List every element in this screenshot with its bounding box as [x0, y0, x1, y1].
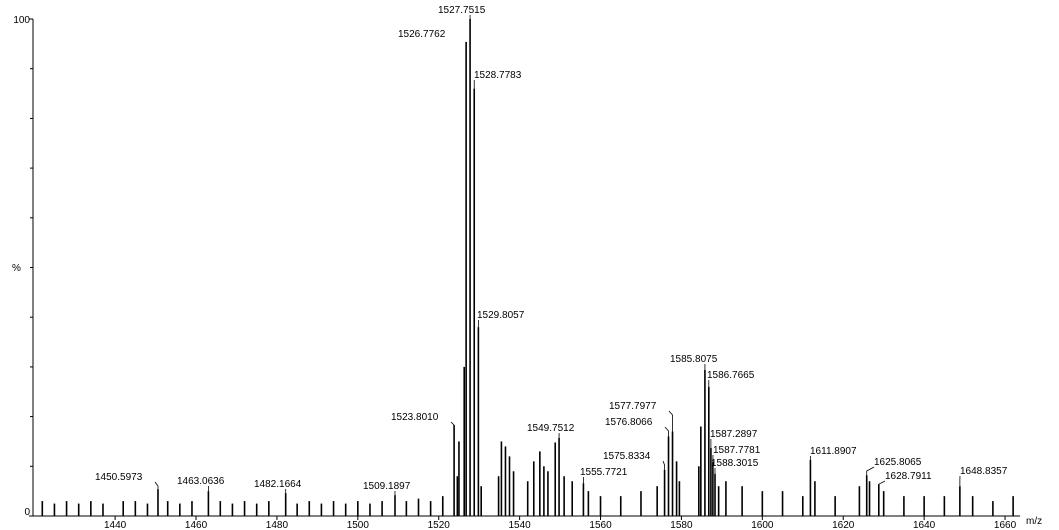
- peak-label: 1588.3015: [711, 458, 759, 469]
- peak-label: 1529.8057: [477, 310, 525, 321]
- peak-label: 1586.7665: [707, 370, 755, 381]
- x-tick-label: 1440: [104, 520, 127, 530]
- label-leader: [154, 481, 159, 490]
- peak-label: 1549.7512: [527, 423, 575, 434]
- peak-label: 1523.8010: [391, 412, 439, 423]
- peak-label: 1527.7515: [438, 5, 486, 16]
- peak-label: 1648.8357: [960, 466, 1008, 477]
- peak-label: 1482.1664: [254, 479, 302, 490]
- peak-label: 1575.8334: [603, 451, 651, 462]
- label-leader: [662, 460, 665, 470]
- label-leader: [450, 421, 455, 426]
- peak-label: 1628.7911: [885, 471, 932, 482]
- x-tick-label: 1560: [589, 520, 612, 530]
- label-leader: [866, 466, 875, 476]
- peak-label: 1450.5973: [95, 472, 143, 483]
- y-axis-label: %: [12, 263, 21, 274]
- x-axis-label: m/z: [1026, 516, 1042, 527]
- peak-label: 1509.1897: [363, 481, 411, 492]
- peak-label: 1463.0636: [177, 476, 225, 487]
- peak-label: 1587.2897: [710, 429, 758, 440]
- x-tick-label: 1520: [428, 520, 451, 530]
- y-tick-label: 100: [13, 15, 30, 26]
- label-leader: [878, 480, 886, 485]
- x-tick-label: 1460: [185, 520, 208, 530]
- peak-label: 1611.8907: [810, 446, 857, 457]
- x-tick-label: 1660: [994, 520, 1017, 530]
- peak-label: 1576.8066: [605, 417, 653, 428]
- x-tick-label: 1580: [670, 520, 693, 530]
- x-tick-label: 1480: [266, 520, 289, 530]
- x-tick-label: 1540: [508, 520, 531, 530]
- peak-label: 1577.7977: [609, 401, 657, 412]
- y-tick-label: 0: [24, 507, 30, 518]
- x-tick-label: 1620: [832, 520, 855, 530]
- peak-label: 1585.8075: [670, 354, 718, 365]
- peak-label: 1528.7783: [474, 70, 522, 81]
- label-leader: [664, 426, 669, 437]
- label-leader: [668, 410, 673, 432]
- x-tick-label: 1640: [913, 520, 936, 530]
- peak-label: 1555.7721: [580, 467, 628, 478]
- peak-label: 1587.7781: [713, 445, 761, 456]
- x-tick-label: 1500: [347, 520, 370, 530]
- peak-label: 1625.8065: [874, 457, 922, 468]
- peak-label: 1526.7762: [398, 29, 446, 40]
- x-tick-label: 1600: [751, 520, 774, 530]
